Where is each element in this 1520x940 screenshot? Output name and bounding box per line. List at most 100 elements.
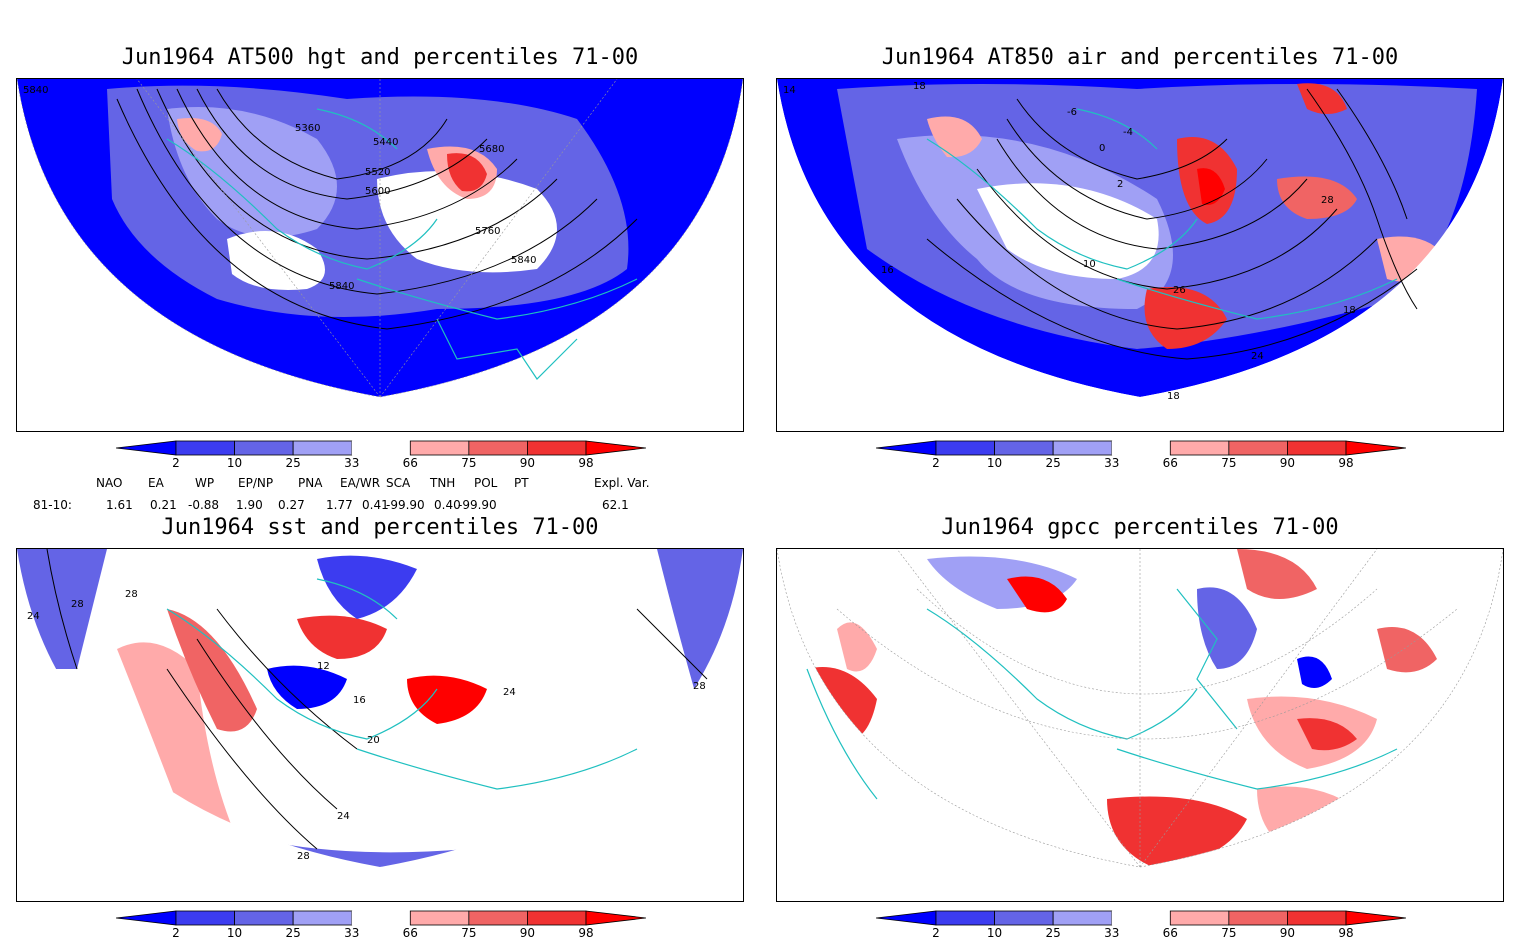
index-value-pol: 0.40 xyxy=(434,498,461,512)
contour-label: 5680 xyxy=(479,144,504,155)
panel-title-at850: Jun1964 AT850 air and percentiles 71-00 xyxy=(881,45,1399,70)
colorbar-tick-label: 10 xyxy=(986,926,1003,940)
index-header-pt: PT xyxy=(514,476,529,490)
colorbar-tick-label: 2 xyxy=(932,926,940,940)
colorbar-tick-label: 2 xyxy=(172,456,180,470)
contour-label: 20 xyxy=(367,735,380,746)
index-header-pol: POL xyxy=(474,476,498,490)
contour-label: 18 xyxy=(1167,391,1180,402)
contour-label: 5440 xyxy=(373,137,398,148)
colorbar-tick-label: 90 xyxy=(519,456,536,470)
colorbar-tick-label: 33 xyxy=(1104,456,1120,470)
colorbar-segment xyxy=(1345,910,1406,926)
contour-label: -6 xyxy=(1067,107,1077,118)
colorbar-svg xyxy=(116,440,646,456)
colorbar-segment xyxy=(527,440,587,456)
panel-title-at500: Jun1964 AT500 hgt and percentiles 71-00 xyxy=(121,45,639,70)
contour-label: 28 xyxy=(297,851,310,862)
colorbar-segment xyxy=(585,910,646,926)
colorbar-segment xyxy=(1169,440,1230,456)
contour-label: 0 xyxy=(1099,143,1105,154)
colorbar-segment xyxy=(468,910,528,926)
contour-label: 18 xyxy=(1343,305,1356,316)
colorbar-segment xyxy=(527,910,587,926)
colorbar-segment xyxy=(1345,440,1406,456)
colorbar-tick-label: 10 xyxy=(226,456,243,470)
colorbar-segment xyxy=(876,440,937,456)
colorbar-tick-label: 66 xyxy=(402,926,418,940)
colorbar-svg xyxy=(876,440,1406,456)
contour-label: 5840 xyxy=(329,281,354,292)
colorbar-br: 2 10 25 33 66 75 90 98 xyxy=(876,910,1406,940)
index-header-sca: SCA xyxy=(386,476,411,490)
index-value-wp: -0.88 xyxy=(188,498,220,512)
index-header-eawr: EA/WR xyxy=(340,476,381,490)
colorbar-segment xyxy=(409,440,470,456)
contour-label: 24 xyxy=(1251,351,1264,362)
index-header-pna: PNA xyxy=(298,476,323,490)
colorbar-tick-label: 25 xyxy=(1045,456,1061,470)
index-header-explvar: Expl. Var. xyxy=(594,476,650,490)
colorbar-tick-label: 75 xyxy=(1221,926,1237,940)
index-value-ea: 0.21 xyxy=(150,498,177,512)
index-value-eawr: 1.77 xyxy=(326,498,353,512)
colorbar-segment xyxy=(175,440,235,456)
index-header-epnp: EP/NP xyxy=(238,476,274,490)
colorbar-bl: 2 10 25 33 66 75 90 98 xyxy=(116,910,646,940)
contour-label: 16 xyxy=(353,695,366,706)
contour-label: -4 xyxy=(1123,127,1133,138)
contour-label: 18 xyxy=(913,81,926,92)
colorbar-segment xyxy=(1228,910,1288,926)
colorbar-tick-label: 33 xyxy=(344,456,360,470)
panel-title-sst: Jun1964 sst and percentiles 71-00 xyxy=(161,515,599,540)
colorbar-svg xyxy=(876,910,1406,926)
index-row-label: 81-10: xyxy=(33,498,72,512)
map-panel-at500: 5840 5360 5440 5520 5600 5680 5760 5840 … xyxy=(16,78,744,432)
index-value-sca: 0.41 xyxy=(362,498,389,512)
map-panel-gpcc xyxy=(776,548,1504,902)
colorbar-segment xyxy=(935,910,995,926)
contour-label: 2 xyxy=(1117,179,1123,190)
colorbar-segment xyxy=(994,910,1054,926)
colorbar-segment xyxy=(935,440,995,456)
contour-label: 28 xyxy=(1321,195,1334,206)
index-value-explvar: 62.1 xyxy=(602,498,629,512)
colorbar-tick-label: 98 xyxy=(578,926,594,940)
colorbar-tick-label: 75 xyxy=(461,456,477,470)
map-gpcc xyxy=(777,549,1503,901)
contour-label: 12 xyxy=(317,661,330,672)
map-at850: 14 18 -6 -4 0 2 10 16 26 28 24 18 18 xyxy=(777,79,1503,431)
colorbar-segment xyxy=(876,910,937,926)
contour-label: 28 xyxy=(693,681,706,692)
contour-label: 28 xyxy=(71,599,84,610)
contour-label: 16 xyxy=(881,265,894,276)
colorbar-tick-label: 33 xyxy=(344,926,360,940)
colorbar-segment xyxy=(1052,440,1113,456)
colorbar-tr: 2 10 25 33 66 75 90 98 xyxy=(876,440,1406,474)
colorbar-segment xyxy=(175,910,235,926)
contour-label: 5760 xyxy=(475,226,500,237)
contour-label: 24 xyxy=(27,611,40,622)
colorbar-tick-label: 25 xyxy=(1045,926,1061,940)
contour-label: 24 xyxy=(503,687,516,698)
colorbar-tick-label: 66 xyxy=(402,456,418,470)
contour-label: 5360 xyxy=(295,123,320,134)
colorbar-tick-label: 98 xyxy=(578,456,594,470)
index-value-tnh: -99.90 xyxy=(386,498,425,512)
colorbar-segment xyxy=(116,910,177,926)
map-at500: 5840 5360 5440 5520 5600 5680 5760 5840 … xyxy=(17,79,743,431)
colorbar-segment xyxy=(585,440,646,456)
index-value-nao: 1.61 xyxy=(106,498,133,512)
index-value-epnp: 1.90 xyxy=(236,498,263,512)
colorbar-segment xyxy=(409,910,470,926)
contour-label: 24 xyxy=(337,811,350,822)
colorbar-segment xyxy=(116,440,177,456)
map-sst: 24 28 28 12 16 20 24 28 24 28 xyxy=(17,549,743,901)
colorbar-tick-label: 66 xyxy=(1162,456,1178,470)
colorbar-segment xyxy=(292,910,353,926)
panel-title-gpcc: Jun1964 gpcc percentiles 71-00 xyxy=(941,515,1339,540)
contour-label: 5520 xyxy=(365,167,390,178)
map-panel-sst: 24 28 28 12 16 20 24 28 24 28 xyxy=(16,548,744,902)
colorbar-segment xyxy=(1111,441,1171,455)
colorbar-tick-label: 25 xyxy=(285,926,301,940)
